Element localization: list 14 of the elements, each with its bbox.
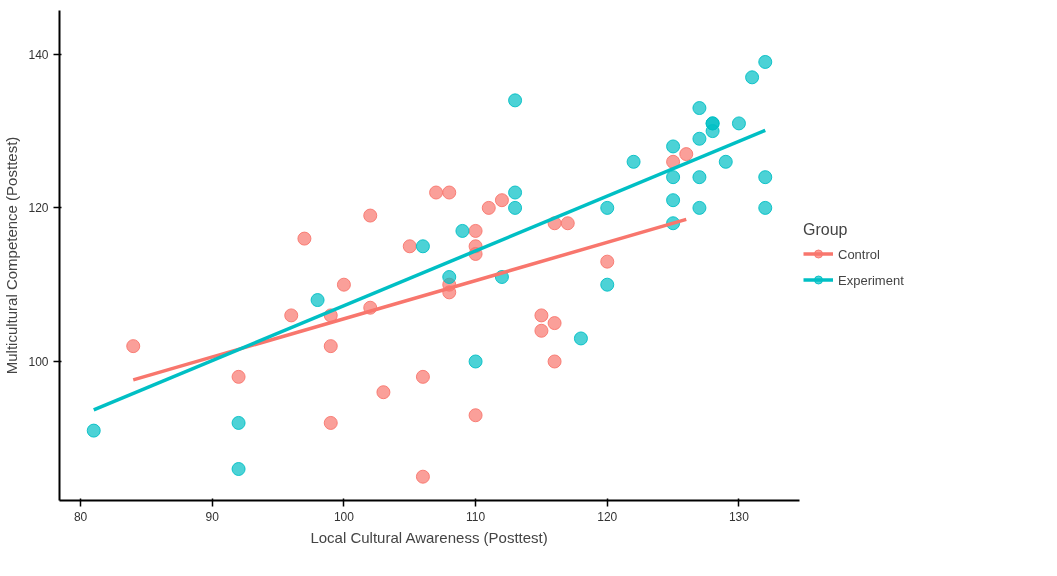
y-tick-label: 100 [28,354,49,369]
legend-title: Group [803,220,849,239]
x-tick-label: 120 [597,509,618,524]
x-tick-label: 80 [73,509,88,524]
legend-label: Experiment [838,272,904,287]
x-tick-label: 100 [333,509,355,524]
x-tick-label: 90 [205,509,220,524]
y-axis-title: Multicultural Competence (Posttest) [3,136,21,375]
x-axis-title: Local Cultural Awareness (Posttest) [310,528,548,546]
y-tick-label: 120 [28,201,49,216]
legend-label: Control [838,246,880,261]
y-tick-label: 140 [28,47,49,62]
x-tick-label: 130 [728,509,750,524]
x-tick-label: 110 [466,509,486,524]
